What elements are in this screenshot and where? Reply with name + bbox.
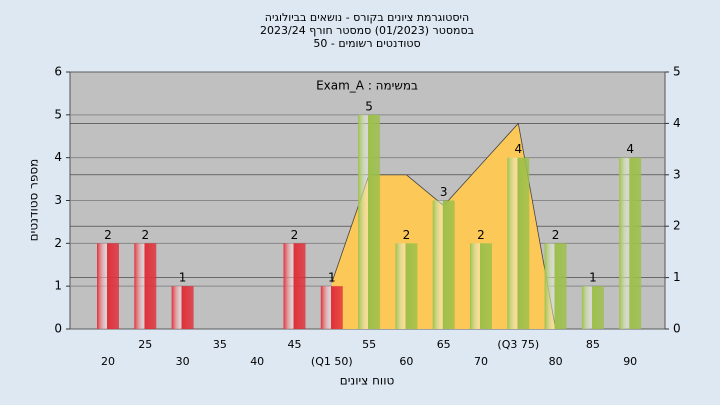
x-tick-label: 25 — [138, 338, 152, 351]
chart-title: בסמסטר (01/2023) סמסטר חורף 2023/24 — [260, 24, 474, 37]
chart-title: סטודנטים רשומים - 50 — [313, 37, 420, 50]
data-label: 1 — [589, 271, 597, 285]
x-tick-label: 55 — [362, 338, 376, 351]
bar — [470, 243, 492, 329]
x-tick-label: 40 — [250, 355, 264, 368]
annotation: Exam_A : במשימה — [316, 79, 418, 93]
bar — [171, 286, 194, 329]
y2-tick-label: 4 — [673, 116, 681, 130]
bar — [619, 157, 642, 329]
x-tick-label: (Q3 75) — [497, 338, 539, 351]
x-axis-label: טווח ציונים — [340, 374, 395, 388]
bar — [581, 286, 604, 329]
x-tick-label: 45 — [288, 338, 302, 351]
y2-tick-label: 1 — [673, 270, 681, 284]
y-tick-label: 5 — [54, 107, 62, 121]
x-tick-label: 65 — [437, 338, 451, 351]
x-tick-label: 70 — [474, 355, 488, 368]
data-label: 5 — [365, 99, 373, 113]
data-label: 1 — [179, 271, 187, 285]
data-label: 3 — [440, 185, 448, 199]
x-tick-label: 20 — [101, 355, 115, 368]
bar — [283, 243, 306, 329]
data-label: 2 — [291, 228, 299, 242]
y-tick-label: 4 — [54, 150, 62, 164]
x-tick-label: 85 — [586, 338, 600, 351]
x-tick-label: 60 — [399, 355, 413, 368]
data-label: 2 — [104, 228, 112, 242]
bar — [134, 243, 157, 329]
data-label: 2 — [477, 228, 485, 242]
x-tick-label: 80 — [549, 355, 563, 368]
data-label: 2 — [141, 228, 149, 242]
y-tick-label: 1 — [54, 279, 62, 293]
y-axis-label: מספר סטודנטים — [27, 159, 41, 242]
bar — [358, 114, 381, 329]
y-tick-label: 0 — [54, 322, 62, 336]
bar — [544, 243, 567, 329]
y2-tick-label: 0 — [673, 322, 681, 336]
y-tick-label: 3 — [54, 193, 62, 207]
x-tick-label: 30 — [176, 355, 190, 368]
y2-tick-label: 5 — [673, 65, 681, 79]
x-tick-label: 35 — [213, 338, 227, 351]
x-tick-label: 90 — [623, 355, 637, 368]
bar — [97, 243, 119, 329]
data-label: 2 — [552, 228, 560, 242]
y2-tick-label: 2 — [673, 219, 681, 233]
data-label: 1 — [328, 271, 336, 285]
data-label: 2 — [403, 228, 411, 242]
x-tick-label: (Q1 50) — [311, 355, 353, 368]
y-tick-label: 2 — [54, 236, 62, 250]
y2-tick-label: 3 — [673, 167, 681, 181]
data-label: 4 — [514, 142, 522, 156]
data-label: 4 — [626, 142, 634, 156]
y-tick-label: 6 — [54, 65, 62, 79]
bar — [395, 243, 418, 329]
bar — [320, 286, 343, 329]
bar — [432, 200, 455, 329]
bar — [507, 157, 530, 329]
chart-title: היסטוגרמת ציונים בקורס - נושאים בביולוגי… — [265, 11, 469, 24]
